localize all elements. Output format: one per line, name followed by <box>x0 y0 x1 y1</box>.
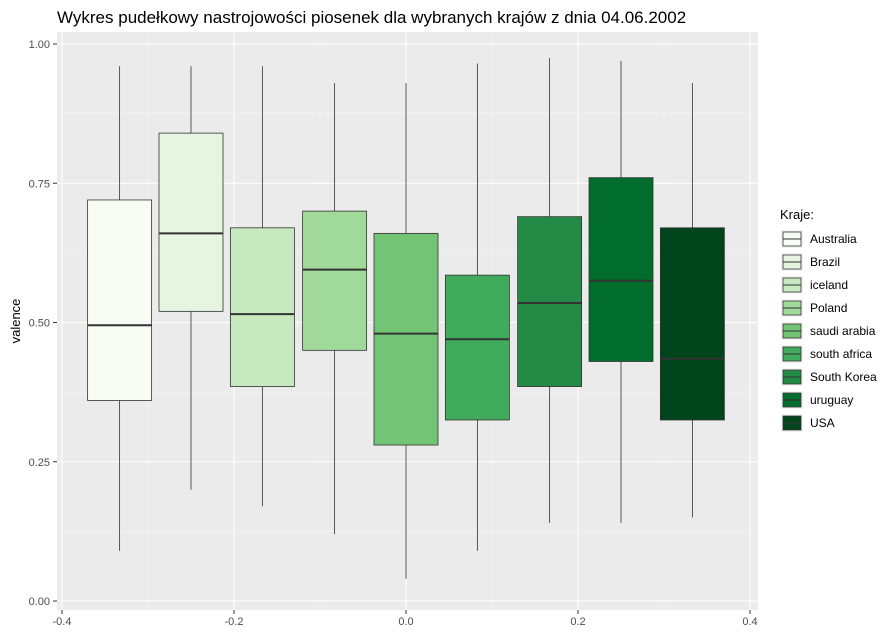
y-tick-label: 0.00 <box>29 596 50 608</box>
legend-item-australia: Australia <box>781 230 857 248</box>
box-south-africa <box>444 63 510 551</box>
x-tick-label: -0.2 <box>225 616 244 628</box>
box-south-korea <box>517 57 583 524</box>
box-body <box>659 227 725 421</box>
y-tick-label: 1.00 <box>29 39 50 51</box>
legend-item-uruguay: uruguay <box>781 391 853 409</box>
box-saudi-arabia <box>373 82 439 579</box>
y-axis-title: valence <box>8 299 23 344</box>
box-body <box>302 210 368 351</box>
y-axis: 0.00 0.25 0.50 0.75 1.00 <box>29 39 57 608</box>
legend-label: uruguay <box>810 393 853 407</box>
box-usa <box>659 82 725 518</box>
y-tick-label: 0.50 <box>29 318 50 330</box>
legend-label: iceland <box>810 278 848 292</box>
legend-item-poland: Poland <box>781 299 847 317</box>
legend-item-iceland: iceland <box>781 276 848 294</box>
legend-item-usa: USA <box>781 414 835 432</box>
x-axis: -0.4 -0.2 0.0 0.2 0.4 <box>53 610 758 628</box>
box-brazil <box>158 66 224 490</box>
box-body <box>87 199 153 401</box>
x-tick-label: 0.4 <box>742 616 757 628</box>
legend-item-saudi-arabia: saudi arabia <box>781 322 876 340</box>
legend-label: Brazil <box>810 255 840 269</box>
legend-label: Poland <box>810 301 847 315</box>
box-body <box>517 216 583 387</box>
box-body <box>229 227 295 387</box>
boxes <box>87 57 725 579</box>
x-tick-label: 0.0 <box>398 616 413 628</box>
box-australia <box>87 66 153 551</box>
x-tick-label: -0.4 <box>53 616 72 628</box>
legend-label: Australia <box>810 232 857 246</box>
box-uruguay <box>588 60 654 524</box>
box-iceland <box>229 66 295 507</box>
x-tick-label: 0.2 <box>570 616 585 628</box>
legend-label: South Korea <box>810 370 877 384</box>
y-tick-label: 0.25 <box>29 457 50 469</box>
legend-item-south-korea: South Korea <box>781 368 877 386</box>
box-body <box>444 274 510 421</box>
chart-title: Wykres pudełkowy nastrojowości piosenek … <box>57 8 686 27</box>
y-tick-label: 0.75 <box>29 178 50 190</box>
legend: Kraje: Australia Brazil iceland Poland saudi… <box>780 207 877 432</box>
legend-item-brazil: Brazil <box>781 253 840 271</box>
box-body <box>158 132 224 312</box>
legend-label: saudi arabia <box>810 324 876 338</box>
box-poland <box>302 82 368 535</box>
legend-label: south africa <box>810 347 872 361</box>
legend-title: Kraje: <box>780 207 814 222</box>
legend-label: USA <box>810 416 835 430</box>
legend-item-south-africa: south africa <box>781 345 872 363</box>
box-body <box>373 232 439 446</box>
box-body <box>588 177 654 362</box>
